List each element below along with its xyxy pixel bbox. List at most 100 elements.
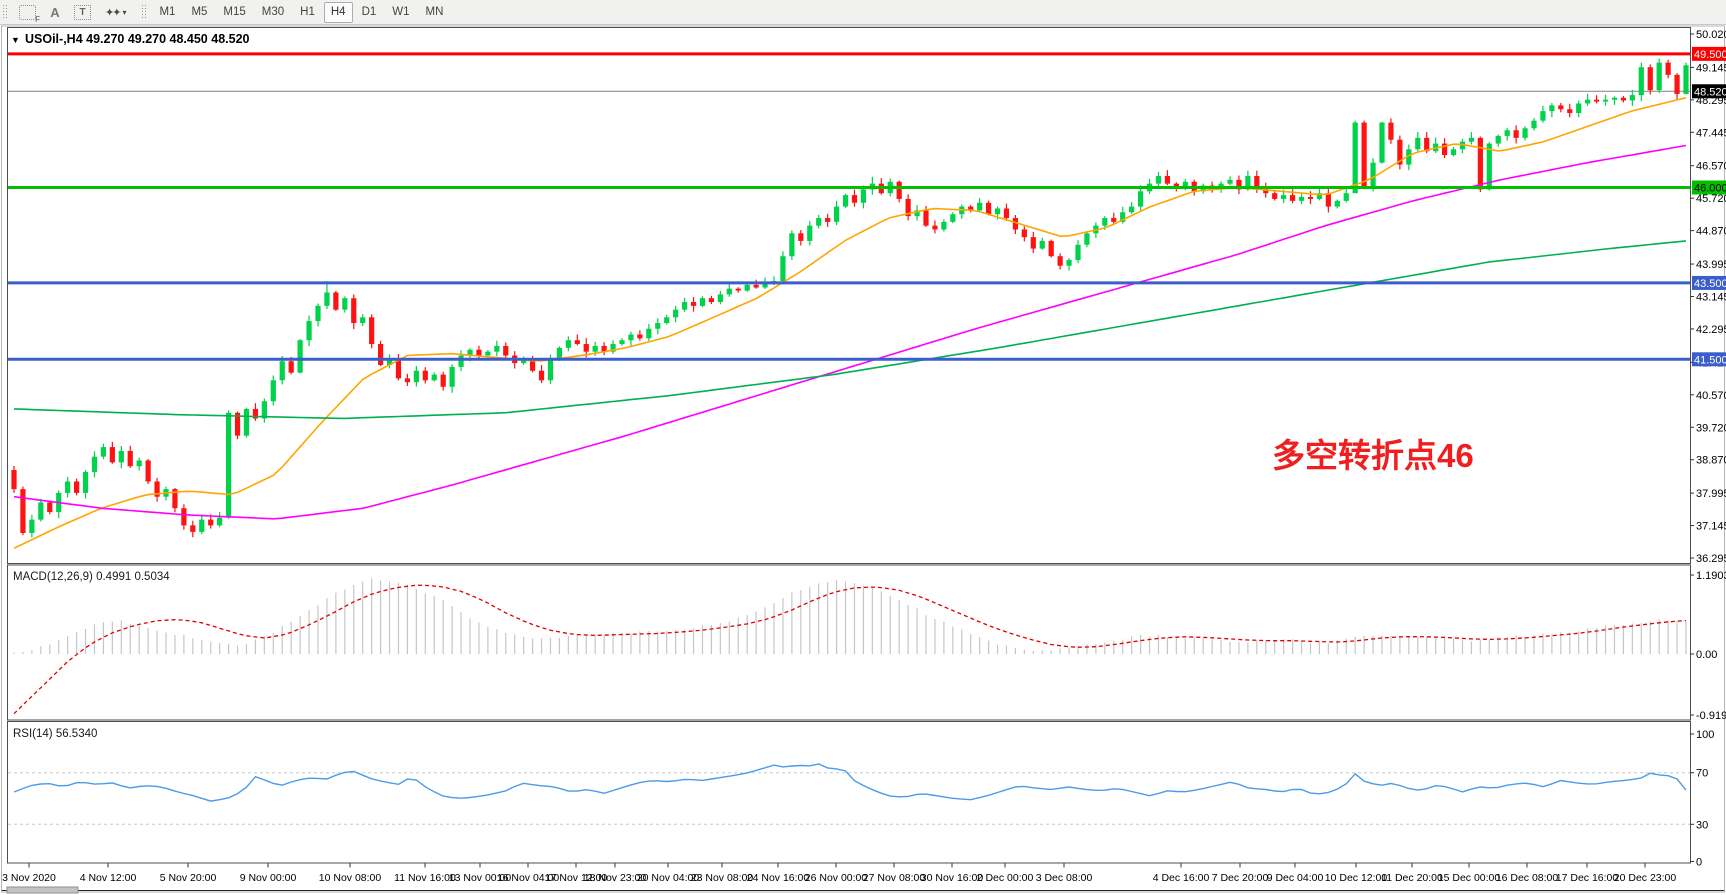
candle (29, 514, 35, 538)
label-tool-button[interactable]: A (44, 2, 66, 23)
candle (485, 349, 491, 358)
date-label: 9 Nov 00:00 (240, 872, 297, 884)
candle (1352, 120, 1358, 194)
price-badge: 48.520 (1692, 84, 1726, 99)
timeframe-button-m30[interactable]: M30 (261, 6, 285, 18)
svg-text:48.520: 48.520 (1694, 86, 1726, 98)
price-tick-label: 39.720 (1696, 422, 1726, 434)
candle (1236, 175, 1242, 195)
candle (646, 324, 652, 341)
candle (503, 342, 509, 361)
candle (1388, 118, 1394, 144)
timeframe-button-m5[interactable]: M5 (191, 6, 208, 18)
macd-tick-label: 0.00 (1696, 649, 1717, 661)
candle (422, 367, 428, 384)
macd-indicator-label: MACD(12,26,9) 0.4991 0.5034 (13, 571, 170, 583)
candle (1656, 58, 1662, 93)
candle (1585, 93, 1591, 106)
candle (1298, 192, 1305, 205)
timeframe-button-m15[interactable]: M15 (223, 6, 246, 18)
price-tick-label: 44.870 (1696, 226, 1726, 238)
candle (127, 445, 133, 468)
svg-text:43.500: 43.500 (1694, 278, 1726, 290)
timeframe-button-d1[interactable]: D1 (361, 6, 377, 18)
date-label: 30 Nov 16:00 (921, 872, 984, 884)
candle (1611, 96, 1618, 105)
date-label: 11 Dec 20:00 (1381, 872, 1443, 884)
timeframe-button-w1[interactable]: W1 (392, 6, 410, 18)
macd-tick-label: -0.9196 (1696, 710, 1726, 722)
candle (833, 200, 840, 225)
chart-title: USOil-,H4 49.270 49.270 48.450 48.520 (25, 32, 250, 46)
candle (574, 334, 580, 346)
date-label: 18 Nov 23:00 (584, 872, 647, 884)
date-label: 27 Nov 08:00 (863, 872, 926, 884)
timeframe-button-h4[interactable]: H4 (323, 1, 353, 23)
candle (351, 294, 357, 330)
candle (1370, 158, 1376, 192)
toolbar-drag-handle[interactable] (2, 4, 8, 20)
candle (1540, 105, 1546, 123)
candle (655, 318, 661, 335)
candle (181, 504, 187, 530)
date-label: 2 Dec 00:00 (977, 872, 1034, 884)
candle (190, 520, 196, 538)
candle (315, 303, 321, 327)
candle (100, 443, 107, 460)
candle (1057, 253, 1063, 270)
candle (1227, 176, 1233, 186)
price-tick-label: 47.445 (1696, 127, 1726, 139)
candle (342, 296, 348, 313)
chevron-down-icon: ▾ (122, 7, 127, 17)
date-label: 10 Dec 12:00 (1325, 872, 1388, 884)
price-tick-label: 36.295 (1696, 553, 1726, 565)
candle (11, 465, 17, 493)
toolbar-group-handle (141, 4, 148, 20)
candle (950, 212, 956, 224)
candle (673, 305, 679, 323)
timeframe-button-m1[interactable]: M1 (159, 6, 176, 18)
candle (1334, 199, 1340, 209)
candle (1450, 146, 1457, 157)
timeframe-button-mn[interactable]: MN (425, 6, 444, 18)
candle (1674, 73, 1680, 100)
candle (842, 193, 849, 209)
date-label: 3 Dec 08:00 (1036, 872, 1093, 884)
rsi-tick-label: 100 (1696, 729, 1714, 741)
candle (1504, 127, 1510, 141)
rsi-plot-border (7, 721, 1691, 864)
candle (413, 365, 419, 387)
candle (449, 364, 455, 393)
date-label: 3 Nov 2020 (2, 872, 56, 884)
main-price-panel (8, 52, 1690, 550)
timeframe-group: M1 M5 M15 M30 H1 H4 D1 W1 MN (151, 1, 451, 23)
chinese-annotation[interactable]: 多空转折点46 (1272, 437, 1474, 474)
candle (1003, 203, 1010, 221)
candle (816, 214, 822, 229)
date-label: 15 Dec 00:00 (1438, 872, 1501, 884)
macd-panel (13, 578, 1687, 715)
date-label: 26 Nov 00:00 (805, 872, 868, 884)
candle (985, 200, 992, 216)
symbol-dropdown-icon[interactable]: ▼ (11, 35, 20, 45)
candle (860, 185, 867, 209)
candle (1397, 135, 1403, 170)
candle (1361, 120, 1367, 190)
indicator-window-button[interactable]: F (13, 2, 42, 24)
hscroll-thumb[interactable] (6, 886, 79, 894)
candle (735, 287, 741, 293)
candle (136, 457, 142, 471)
candle (1075, 240, 1081, 264)
timeframe-button-h1[interactable]: H1 (300, 6, 315, 18)
candle (690, 297, 697, 312)
candle (1289, 189, 1296, 204)
candle (968, 205, 974, 213)
price-tick-label: 37.145 (1696, 521, 1726, 533)
candle (699, 296, 706, 308)
candle (1379, 121, 1385, 164)
drawing-tools-button[interactable]: ✦✦ ▾ (99, 2, 132, 23)
candle (1602, 94, 1609, 106)
candle (681, 297, 688, 313)
text-tool-button[interactable]: T (68, 2, 97, 23)
